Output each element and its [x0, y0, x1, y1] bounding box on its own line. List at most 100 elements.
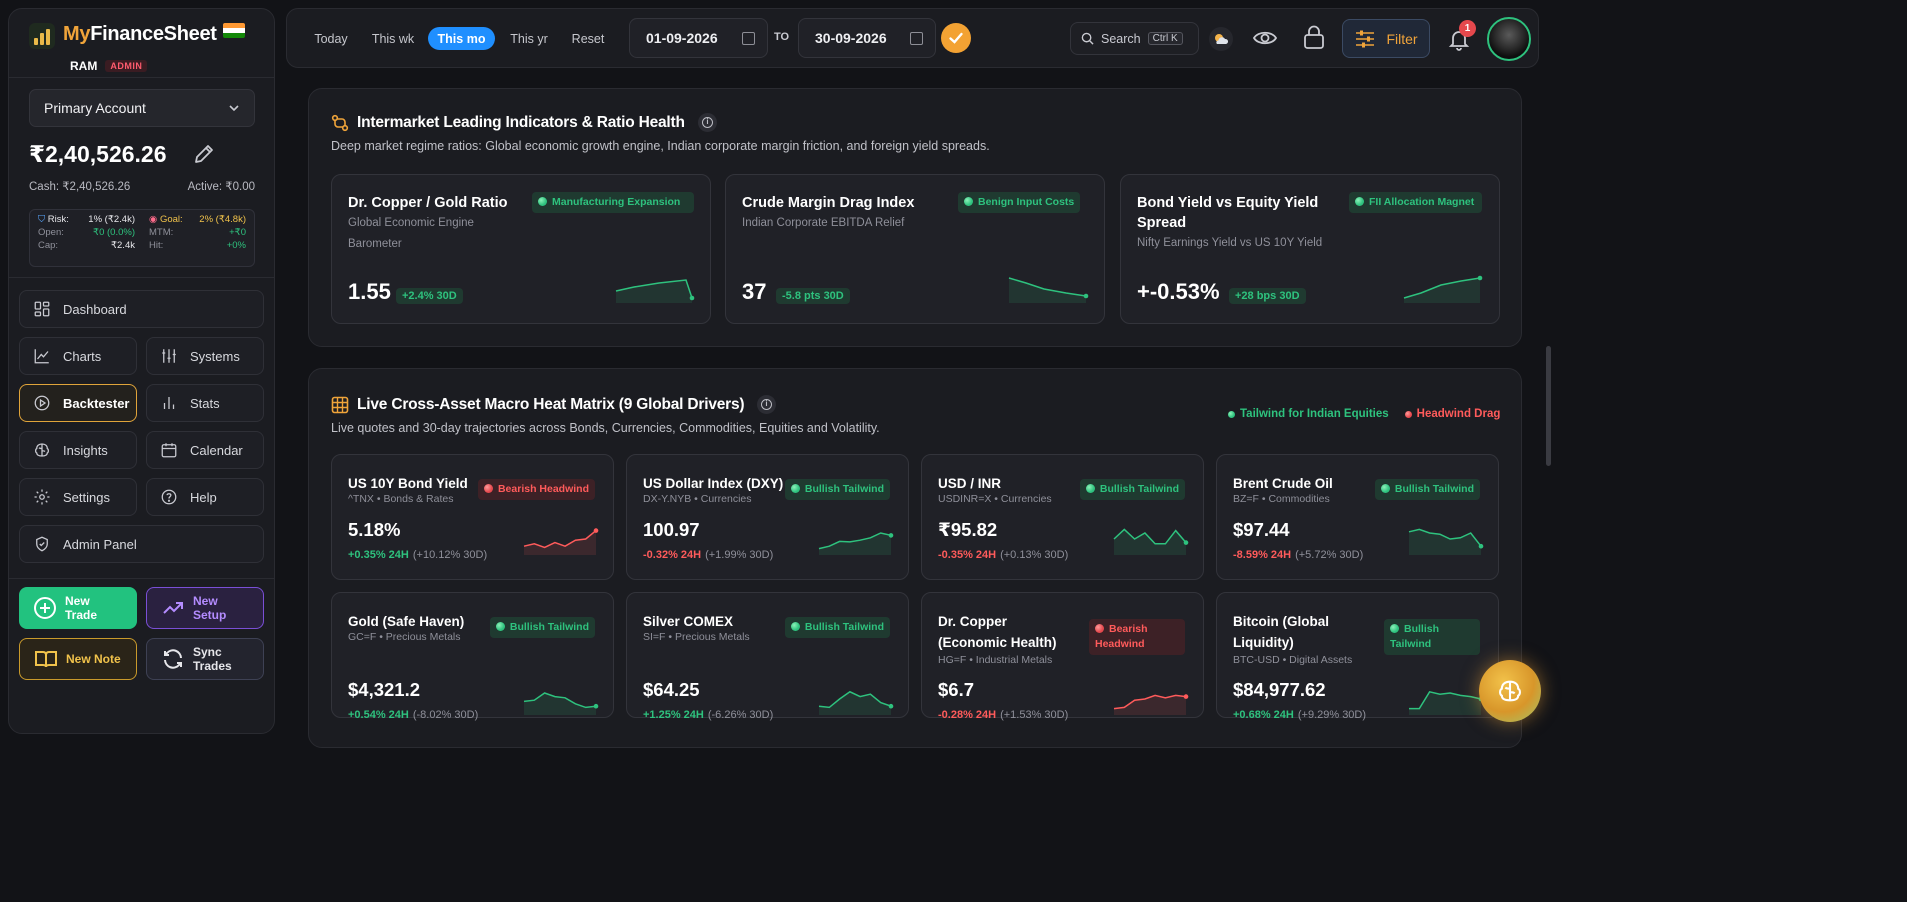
info-icon[interactable]: i	[757, 395, 776, 414]
asset-price: 5.18%	[348, 519, 401, 540]
legend-tailwind: Tailwind for Indian Equities	[1228, 408, 1389, 420]
divider	[9, 277, 274, 278]
sidebar: MyFinanceSheet RAM ADMIN Primary Account…	[8, 8, 275, 734]
cash-line: Cash: ₹2,40,526.26 Active: ₹0.00	[29, 179, 255, 193]
nav-calendar[interactable]: Calendar	[146, 431, 264, 469]
grid-icon	[331, 396, 349, 414]
sync-trades-button[interactable]: Sync Trades	[146, 638, 264, 680]
logo-icon	[29, 23, 55, 49]
asset-change: +0.35% 24H (+10.12% 30D)	[348, 549, 488, 561]
user-name: RAM	[70, 59, 98, 73]
range-year-button[interactable]: This yr	[510, 31, 548, 46]
range-today-button[interactable]: Today	[314, 31, 348, 46]
target-icon: ◉	[149, 214, 158, 225]
status-badge: Bullish Tailwind	[1374, 479, 1480, 500]
indicator-card[interactable]: Bond Yield vs Equity Yield Spread Nifty …	[1120, 174, 1500, 324]
status-badge: Benign Input Costs	[958, 192, 1081, 213]
asset-card[interactable]: Gold (Safe Haven) GC=F • Precious Metals B…	[331, 592, 614, 721]
avatar[interactable]	[1487, 17, 1531, 61]
filter-button[interactable]: Filter	[1342, 19, 1430, 58]
asset-name: Bitcoin (Global Liquidity)	[1233, 614, 1329, 650]
ai-assistant-button[interactable]	[1479, 660, 1541, 722]
indicator-card[interactable]: Crude Margin Drag Index Indian Corporate…	[725, 174, 1105, 324]
bar-chart-icon	[163, 397, 175, 409]
nav-insights[interactable]: Insights	[19, 431, 137, 469]
nav-dashboard[interactable]: Dashboard	[19, 290, 264, 328]
lock-button[interactable]	[1302, 24, 1326, 55]
calendar-icon	[161, 443, 177, 458]
status-badge: Bearish Headwind	[477, 479, 595, 500]
new-setup-button[interactable]: New Setup	[146, 587, 264, 629]
risk-box: ⛉ Risk: 1% (₹2.4k) ◉ Goal: 2% (₹4.8k) Open…	[29, 209, 255, 267]
dashboard-icon	[34, 301, 50, 317]
shield-check-icon	[36, 536, 48, 552]
cash-value: Cash: ₹2,40,526.26	[29, 181, 131, 193]
range-week-button[interactable]: This wk	[371, 31, 415, 46]
book-open-icon	[35, 651, 57, 668]
matrix-legend: Tailwind for Indian Equities Headwind Dr…	[1228, 408, 1500, 420]
sparkline	[1409, 690, 1484, 715]
status-badge: Bullish Tailwind	[489, 617, 595, 638]
visibility-toggle[interactable]	[1252, 26, 1278, 55]
apply-date-button[interactable]	[941, 23, 971, 53]
nav-help[interactable]: Help	[146, 478, 264, 516]
route-icon	[331, 114, 349, 132]
asset-name: Gold (Safe Haven)	[348, 614, 465, 629]
asset-change: +0.68% 24H (+9.29% 30D)	[1233, 709, 1367, 721]
new-note-button[interactable]: New Note	[19, 638, 137, 680]
asset-name: Dr. Copper (Economic Health)	[938, 614, 1057, 650]
nav-admin-panel[interactable]: Admin Panel	[19, 525, 264, 563]
divider	[9, 578, 274, 579]
status-badge: Bullish Tailwind	[784, 479, 890, 500]
sparkline	[615, 279, 695, 303]
account-select[interactable]: Primary Account	[29, 89, 255, 127]
brand[interactable]: MyFinanceSheet	[29, 23, 245, 67]
asset-card[interactable]: Bitcoin (Global Liquidity) BTC-USD • Digi…	[1216, 592, 1499, 721]
indicator-card[interactable]: Dr. Copper / Gold Ratio Global Economic …	[331, 174, 711, 324]
nav-backtester[interactable]: Backtester	[19, 384, 137, 422]
asset-card[interactable]: Brent Crude Oil BZ=F • Commodities Bullish…	[1216, 454, 1499, 580]
asset-change: -0.35% 24H (+0.13% 30D)	[938, 549, 1069, 561]
range-reset-button[interactable]: Reset	[571, 31, 605, 46]
sparkline	[523, 692, 599, 715]
role-badge: ADMIN	[105, 60, 148, 72]
asset-price: $6.7	[938, 679, 975, 700]
asset-price: $4,321.2	[348, 679, 421, 700]
sparkline	[1408, 528, 1484, 555]
asset-card[interactable]: Silver COMEX SI=F • Precious Metals Bullis…	[626, 592, 909, 721]
gear-icon	[34, 489, 50, 505]
asset-price: $64.25	[643, 679, 700, 700]
asset-meta: HG=F • Industrial Metals	[938, 654, 1053, 666]
sparkline	[1113, 528, 1189, 555]
asset-change: +0.54% 24H (-8.02% 30D)	[348, 709, 479, 721]
intermarket-subtitle: Deep market regime ratios: Global econom…	[331, 139, 990, 153]
info-icon[interactable]: i	[698, 113, 717, 132]
asset-change: -8.59% 24H (+5.72% 30D)	[1233, 549, 1364, 561]
asset-card[interactable]: USD / INR USDINR=X • Currencies Bullish Ta…	[921, 454, 1204, 580]
asset-name: US 10Y Bond Yield	[348, 476, 468, 491]
scrollbar[interactable]	[1546, 346, 1551, 466]
asset-price: $97.44	[1233, 519, 1290, 540]
calendar-icon	[910, 31, 923, 45]
from-date-input[interactable]: 01-09-2026	[629, 18, 768, 58]
nav-charts[interactable]: Charts	[19, 337, 137, 375]
new-trade-button[interactable]: New Trade	[19, 587, 137, 629]
search-button[interactable]: Search Ctrl K	[1070, 22, 1199, 55]
asset-name: US Dollar Index (DXY)	[643, 476, 784, 491]
nav-stats[interactable]: Stats	[146, 384, 264, 422]
india-flag-icon	[222, 23, 245, 38]
weather-icon	[1215, 34, 1229, 44]
range-month-button[interactable]: This mo	[428, 27, 495, 50]
theme-toggle[interactable]	[1209, 27, 1233, 51]
matrix-title: Live Cross-Asset Macro Heat Matrix (9 Gl…	[357, 396, 745, 413]
intermarket-title: Intermarket Leading Indicators & Ratio H…	[357, 114, 685, 131]
nav-settings[interactable]: Settings	[19, 478, 137, 516]
nav-systems[interactable]: Systems	[146, 337, 264, 375]
edit-balance-icon[interactable]	[192, 142, 216, 166]
check-icon	[949, 32, 963, 44]
asset-card[interactable]: US 10Y Bond Yield ^TNX • Bonds & Rates Bea…	[331, 454, 614, 580]
sparkline	[1403, 275, 1483, 303]
to-date-input[interactable]: 30-09-2026	[798, 18, 936, 58]
asset-card[interactable]: Dr. Copper (Economic Health) HG=F • Indus…	[921, 592, 1204, 721]
asset-card[interactable]: US Dollar Index (DXY) DX-Y.NYB • Currenci…	[626, 454, 909, 580]
